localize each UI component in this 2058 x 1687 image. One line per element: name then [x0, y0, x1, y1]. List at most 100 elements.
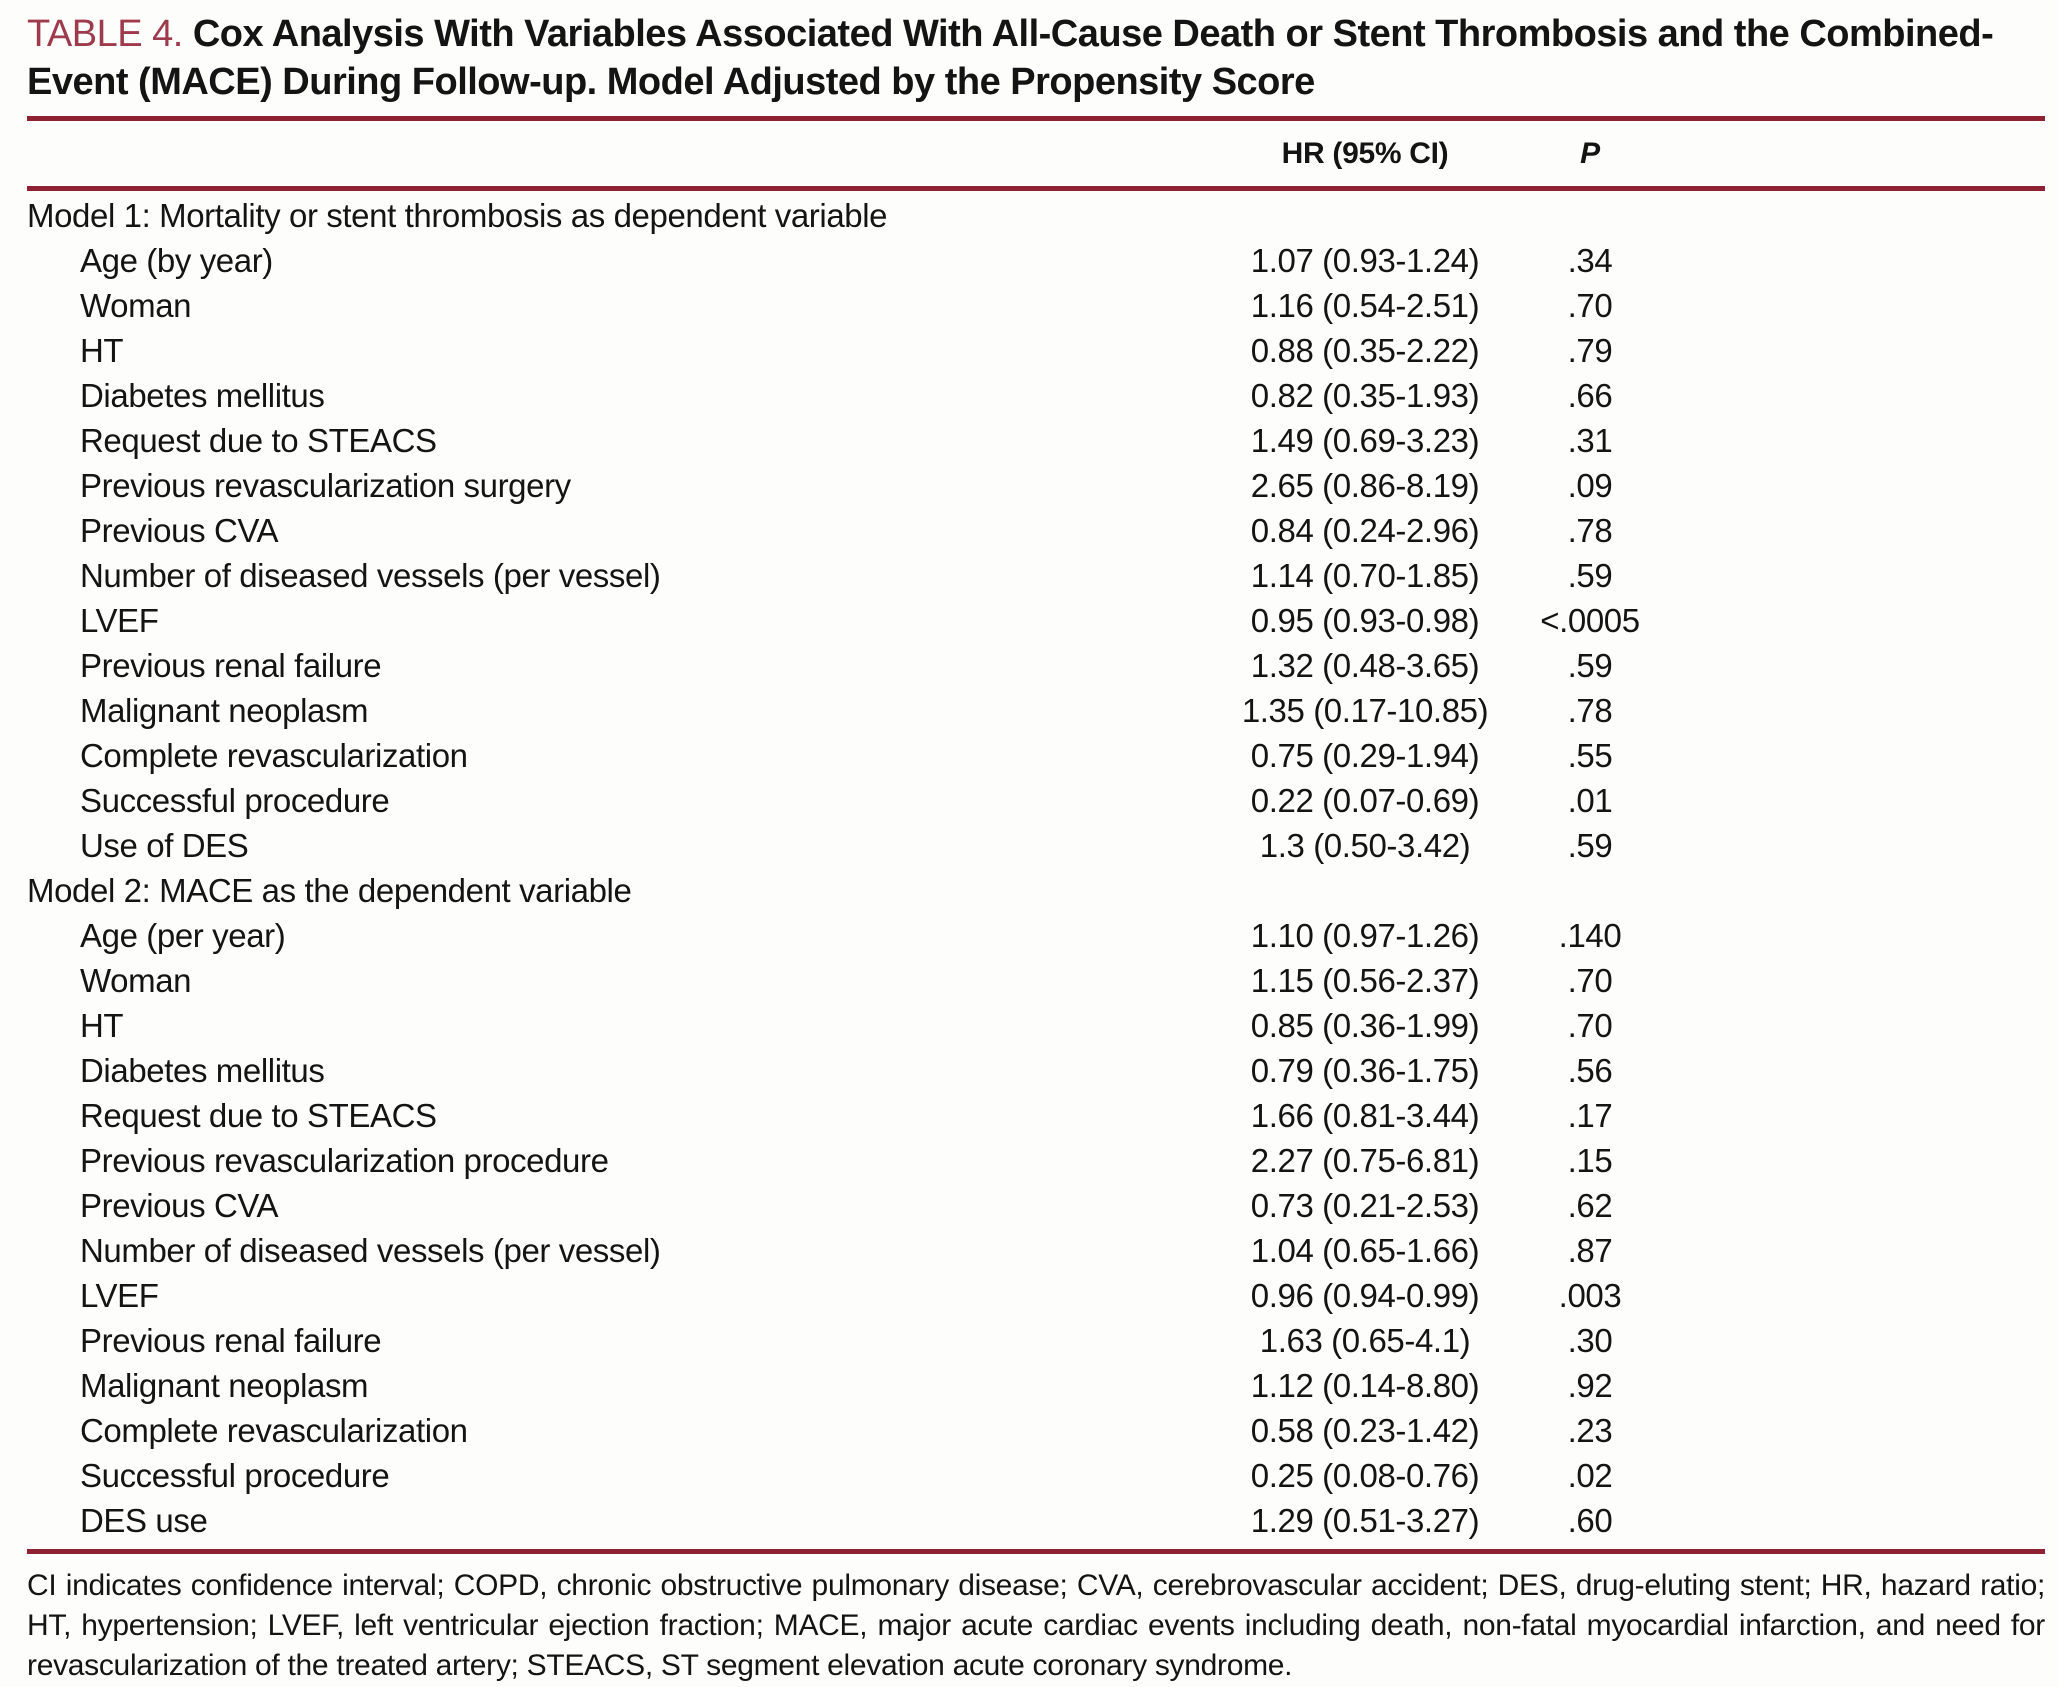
table-body: Model 1: Mortality or stent thrombosis a…	[27, 191, 2045, 1543]
row-hr-value: 0.85 (0.36-1.99)	[1250, 1006, 1480, 1044]
row-p-value: .70	[1567, 1006, 1613, 1044]
row-label: Number of diseased vessels (per vessel)	[80, 1231, 661, 1269]
row-hr-value: 1.35 (0.17-10.85)	[1241, 691, 1489, 729]
row-p-value: .79	[1567, 331, 1613, 369]
row-label: Previous revascularization procedure	[80, 1141, 609, 1179]
row-hr-value: 1.3 (0.50-3.42)	[1259, 826, 1471, 864]
section-rows: Age (by year) 1.07 (0.93-1.24) .34 Woman…	[27, 238, 2045, 868]
row-hr-value: 0.96 (0.94-0.99)	[1250, 1276, 1480, 1314]
row-label: Malignant neoplasm	[80, 1366, 369, 1404]
row-hr-value: 1.07 (0.93-1.24)	[1250, 241, 1480, 279]
row-p-value: .17	[1567, 1096, 1613, 1134]
row-hr-value: 0.95 (0.93-0.98)	[1250, 601, 1480, 639]
row-label: LVEF	[80, 601, 159, 639]
table-row: Previous CVA 0.84 (0.24-2.96) .78	[27, 508, 2045, 553]
table-title: TABLE 4. Cox Analysis With Variables Asso…	[27, 10, 2045, 106]
title-line-2: Event (MACE) During Follow-up. Model Adj…	[27, 58, 2045, 106]
row-hr-value: 1.32 (0.48-3.65)	[1250, 646, 1480, 684]
table-row: Diabetes mellitus 0.79 (0.36-1.75) .56	[27, 1048, 2045, 1093]
table-row: Number of diseased vessels (per vessel) …	[27, 1228, 2045, 1273]
row-hr-value: 1.04 (0.65-1.66)	[1250, 1231, 1480, 1269]
table-row: Previous renal failure 1.32 (0.48-3.65) …	[27, 643, 2045, 688]
row-label: Age (by year)	[80, 241, 273, 279]
row-label: DES use	[80, 1501, 208, 1539]
table-row: Use of DES 1.3 (0.50-3.42) .59	[27, 823, 2045, 868]
row-p-value: .59	[1567, 556, 1613, 594]
table-row: Age (by year) 1.07 (0.93-1.24) .34	[27, 238, 2045, 283]
row-label: Use of DES	[80, 826, 249, 864]
row-label: HT	[80, 331, 124, 369]
top-rule	[27, 116, 2045, 121]
row-p-value: .60	[1567, 1501, 1613, 1539]
row-p-value: .23	[1567, 1411, 1613, 1449]
row-label: Malignant neoplasm	[80, 691, 369, 729]
table-row: Request due to STEACS 1.66 (0.81-3.44) .…	[27, 1093, 2045, 1138]
row-hr-value: 1.16 (0.54-2.51)	[1250, 286, 1480, 324]
row-label: Previous CVA	[80, 1186, 279, 1224]
table-section: Model 1: Mortality or stent thrombosis a…	[27, 193, 2045, 868]
table-row: Successful procedure 0.22 (0.07-0.69) .0…	[27, 778, 2045, 823]
row-label: HT	[80, 1006, 124, 1044]
title-line-1: TABLE 4. Cox Analysis With Variables Asso…	[27, 10, 2045, 58]
row-hr-value: 1.12 (0.14-8.80)	[1250, 1366, 1480, 1404]
row-p-value: .78	[1567, 691, 1613, 729]
row-p-value: .70	[1567, 961, 1613, 999]
row-hr-value: 2.65 (0.86-8.19)	[1250, 466, 1480, 504]
table-row: Woman 1.15 (0.56-2.37) .70	[27, 958, 2045, 1003]
row-p-value: .15	[1567, 1141, 1613, 1179]
table-row: Previous CVA 0.73 (0.21-2.53) .62	[27, 1183, 2045, 1228]
table-row: Previous revascularization procedure 2.2…	[27, 1138, 2045, 1183]
row-p-value: .09	[1567, 466, 1613, 504]
table-row: Request due to STEACS 1.49 (0.69-3.23) .…	[27, 418, 2045, 463]
row-hr-value: 0.82 (0.35-1.93)	[1250, 376, 1480, 414]
row-label: Number of diseased vessels (per vessel)	[80, 556, 661, 594]
table-section: Model 2: MACE as the dependent variable …	[27, 868, 2045, 1543]
row-label: Previous renal failure	[80, 1321, 382, 1359]
row-p-value: .59	[1567, 646, 1613, 684]
row-label: Previous renal failure	[80, 646, 382, 684]
table-row: Complete revascularization 0.58 (0.23-1.…	[27, 1408, 2045, 1453]
row-p-value: .62	[1567, 1186, 1613, 1224]
header-rule	[27, 186, 2045, 191]
p-column-header: P	[1580, 136, 1600, 170]
table-row: LVEF 0.95 (0.93-0.98) <.0005	[27, 598, 2045, 643]
row-label: Age (per year)	[80, 916, 286, 954]
row-p-value: .34	[1567, 241, 1613, 279]
row-label: Successful procedure	[80, 1456, 390, 1494]
row-hr-value: 1.14 (0.70-1.85)	[1250, 556, 1480, 594]
row-p-value: .56	[1567, 1051, 1613, 1089]
row-p-value: .78	[1567, 511, 1613, 549]
column-header-row: HR (95% CI) P	[27, 121, 2045, 186]
row-hr-value: 0.84 (0.24-2.96)	[1250, 511, 1480, 549]
table-row: Complete revascularization 0.75 (0.29-1.…	[27, 733, 2045, 778]
title-text-line1: Cox Analysis With Variables Associated W…	[192, 13, 1994, 55]
table-row: Age (per year) 1.10 (0.97-1.26) .140	[27, 913, 2045, 958]
row-hr-value: 2.27 (0.75-6.81)	[1250, 1141, 1480, 1179]
row-hr-value: 1.49 (0.69-3.23)	[1250, 421, 1480, 459]
row-p-value: .003	[1558, 1276, 1622, 1314]
section-header: Model 1: Mortality or stent thrombosis a…	[27, 196, 888, 234]
row-p-value: .92	[1567, 1366, 1613, 1404]
row-p-value: .55	[1567, 736, 1613, 774]
table-footnote: CI indicates confidence interval; COPD, …	[27, 1569, 2045, 1682]
table-row: Malignant neoplasm 1.35 (0.17-10.85) .78	[27, 688, 2045, 733]
row-label: Woman	[80, 286, 192, 324]
row-hr-value: 0.25 (0.08-0.76)	[1250, 1456, 1480, 1494]
table-row: HT 0.85 (0.36-1.99) .70	[27, 1003, 2045, 1048]
row-hr-value: 1.63 (0.65-4.1)	[1259, 1321, 1471, 1359]
row-hr-value: 1.66 (0.81-3.44)	[1250, 1096, 1480, 1134]
row-label: Previous CVA	[80, 511, 279, 549]
row-label: Complete revascularization	[80, 736, 468, 774]
table-row: DES use 1.29 (0.51-3.27) .60	[27, 1498, 2045, 1543]
table-row: Diabetes mellitus 0.82 (0.35-1.93) .66	[27, 373, 2045, 418]
row-label: Diabetes mellitus	[80, 1051, 325, 1089]
row-hr-value: 1.10 (0.97-1.26)	[1250, 916, 1480, 954]
row-p-value: .02	[1567, 1456, 1613, 1494]
table-number-label: TABLE 4.	[27, 13, 183, 55]
bottom-rule	[27, 1549, 2045, 1554]
row-hr-value: 0.79 (0.36-1.75)	[1250, 1051, 1480, 1089]
row-label: Successful procedure	[80, 781, 390, 819]
table-row: Woman 1.16 (0.54-2.51) .70	[27, 283, 2045, 328]
table-row: Previous revascularization surgery 2.65 …	[27, 463, 2045, 508]
